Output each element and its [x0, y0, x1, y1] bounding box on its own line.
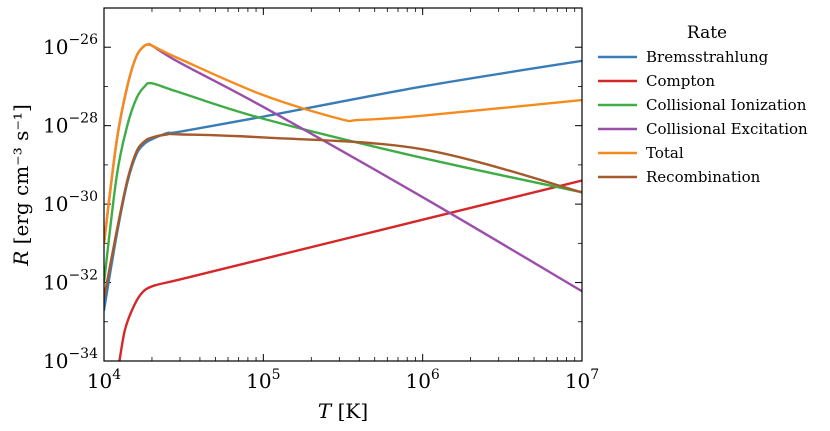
series-line-total — [104, 43, 582, 245]
legend-label: Collisional Ionization — [646, 96, 807, 114]
tick-labels: 104 105 106 107 10−34 10−32 10−30 10−28 10−26 — [43, 32, 599, 393]
series-line-collisional-excitation — [104, 42, 582, 293]
series-line-recombination — [104, 132, 582, 300]
series-line-collisional-ionization — [104, 81, 582, 284]
legend-label: Compton — [646, 72, 715, 90]
legend-label: Bremsstrahlung — [646, 48, 769, 66]
legend: Rate Bremsstrahlung Compton Collisional Io… — [598, 23, 808, 186]
legend-label: Total — [646, 144, 684, 162]
legend-label: Recombination — [646, 168, 761, 186]
y-tick-label: 10−30 — [43, 189, 98, 216]
x-tick-label: 107 — [565, 367, 599, 393]
legend-label: Collisional Excitation — [646, 120, 808, 138]
legend-title: Rate — [687, 23, 727, 43]
x-axis-label: T [K] — [318, 399, 368, 423]
y-tick-label: 10−26 — [43, 32, 98, 59]
y-axis-label: R [erg cm⁻³ s⁻¹] — [9, 104, 33, 267]
x-tick-label: 106 — [405, 367, 439, 393]
series-layer — [104, 42, 582, 361]
x-tick-label: 104 — [87, 367, 121, 393]
y-tick-label: 10−28 — [43, 111, 98, 138]
x-tick-label: 105 — [246, 367, 280, 393]
y-tick-label: 10−34 — [43, 346, 98, 373]
series-line-compton — [118, 179, 582, 361]
plot-frame — [103, 7, 583, 362]
y-tick-label: 10−32 — [43, 268, 98, 295]
series-line-bremsstrahlung — [104, 59, 582, 312]
